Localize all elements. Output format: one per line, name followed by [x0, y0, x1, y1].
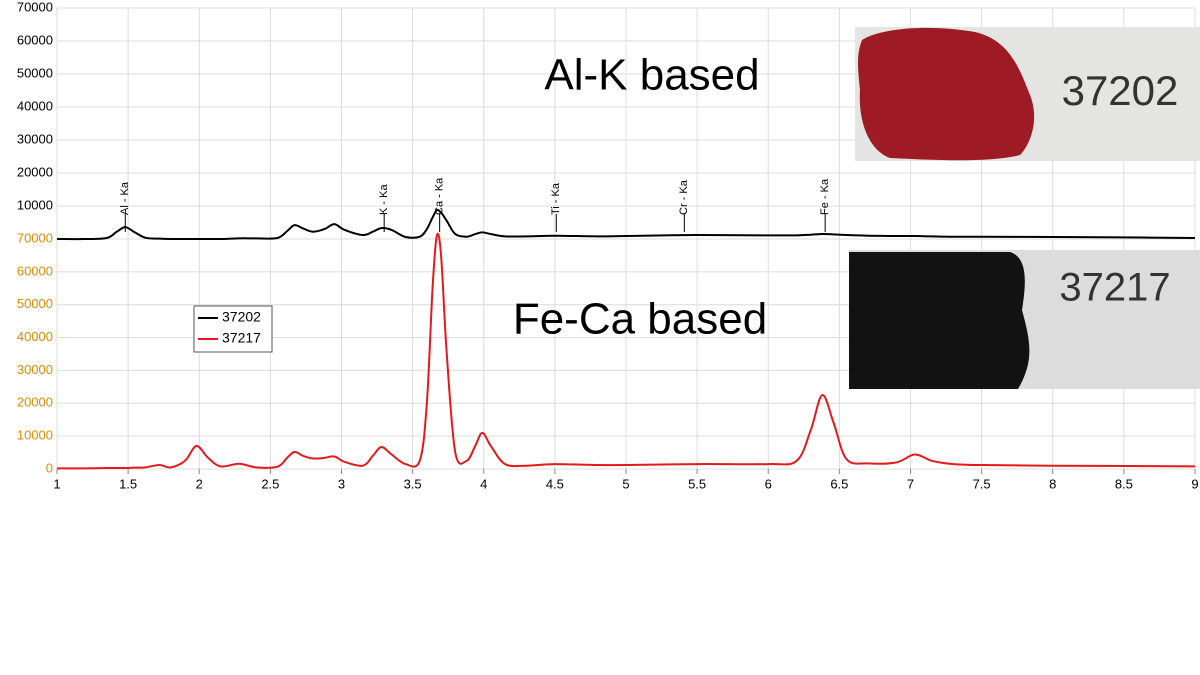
- legend-box: [193, 305, 273, 353]
- x-tick-label: 2: [196, 476, 203, 491]
- y-tick-label: 40000: [17, 98, 53, 113]
- legend-label: 37217: [222, 330, 261, 346]
- y-tick-label: 20000: [17, 164, 53, 179]
- x-tick-label: 1.5: [119, 476, 137, 491]
- peak-label: Cr - Ka: [678, 179, 690, 215]
- x-tick-label: 3.5: [404, 476, 422, 491]
- y-tick-label: 70000: [17, 0, 53, 14]
- x-tick-label: 8.5: [1115, 476, 1133, 491]
- photo-bottom: 37217: [849, 250, 1200, 389]
- x-tick-label: 1: [53, 476, 60, 491]
- x-tick-label: 7: [907, 476, 914, 491]
- annotation: Al-K based: [544, 51, 759, 100]
- legend-label: 37202: [222, 309, 261, 325]
- x-tick-label: 7.5: [973, 476, 991, 491]
- x-tick-label: 3: [338, 476, 345, 491]
- y-tick-label: 60000: [17, 263, 53, 278]
- y-tick-label: 20000: [17, 395, 53, 410]
- y-tick-label: 70000: [17, 230, 53, 245]
- y-tick-label: 10000: [17, 197, 53, 212]
- annotation: Fe-Ca based: [513, 295, 767, 344]
- x-tick-label: 9: [1191, 476, 1198, 491]
- y-tick-label: 30000: [17, 131, 53, 146]
- peak-label: Al - Ka: [119, 181, 131, 215]
- photo-top: 37202: [855, 27, 1200, 161]
- photo-label: 37202: [1062, 67, 1179, 114]
- x-tick-label: 4.5: [546, 476, 564, 491]
- photo-label: 37217: [1059, 266, 1170, 310]
- x-tick-label: 8: [1049, 476, 1056, 491]
- y-tick-label: 50000: [17, 296, 53, 311]
- x-tick-label: 5.5: [688, 476, 706, 491]
- series-line: [56, 209, 1196, 241]
- peak-label: K - Ka: [378, 184, 390, 215]
- photo-sample: [849, 252, 1030, 389]
- peak-label: Ca - Ka: [434, 177, 446, 215]
- x-tick-label: 5: [622, 476, 629, 491]
- peak-label: Fe - Ka: [819, 178, 831, 215]
- peak-label: Ti - Ka: [550, 182, 562, 215]
- y-tick-label: 30000: [17, 362, 53, 377]
- x-tick-label: 6.5: [830, 476, 848, 491]
- y-tick-label: 0: [46, 460, 53, 475]
- x-tick-label: 4: [480, 476, 487, 491]
- y-tick-label: 50000: [17, 65, 53, 80]
- y-tick-label: 40000: [17, 329, 53, 344]
- photo-sample: [858, 27, 1035, 161]
- y-tick-label: 60000: [17, 32, 53, 47]
- x-tick-label: 2.5: [261, 476, 279, 491]
- x-tick-label: 6: [765, 476, 772, 491]
- legend: 37202 37217: [193, 305, 273, 353]
- y-tick-label: 10000: [17, 428, 53, 443]
- series-line: [56, 232, 1196, 470]
